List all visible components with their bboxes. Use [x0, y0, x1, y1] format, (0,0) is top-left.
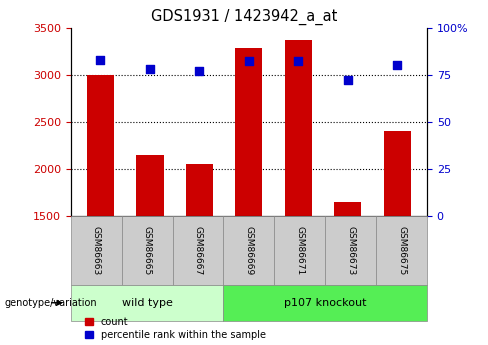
- Bar: [285, 40, 312, 216]
- Text: GSM86671: GSM86671: [295, 226, 305, 275]
- Point: [97, 57, 104, 62]
- Text: wild type: wild type: [122, 298, 173, 308]
- Bar: [384, 131, 411, 216]
- Point: [393, 62, 401, 68]
- Text: GDS1931 / 1423942_a_at: GDS1931 / 1423942_a_at: [151, 9, 337, 25]
- Text: GSM86667: GSM86667: [193, 226, 203, 275]
- Point: [294, 59, 302, 64]
- Point: [344, 78, 352, 83]
- Bar: [334, 201, 362, 216]
- Text: GSM86663: GSM86663: [92, 226, 101, 275]
- Text: GSM86665: GSM86665: [142, 226, 152, 275]
- Text: GSM86669: GSM86669: [244, 226, 253, 275]
- Text: GSM86673: GSM86673: [346, 226, 355, 275]
- Point: [196, 68, 203, 73]
- Bar: [235, 48, 263, 216]
- Text: genotype/variation: genotype/variation: [5, 298, 98, 308]
- Text: GSM86675: GSM86675: [397, 226, 406, 275]
- Bar: [186, 164, 213, 216]
- Bar: [136, 155, 163, 216]
- Text: p107 knockout: p107 knockout: [284, 298, 366, 308]
- Legend: count, percentile rank within the sample: count, percentile rank within the sample: [85, 317, 266, 340]
- Bar: [87, 75, 114, 216]
- Point: [245, 59, 253, 64]
- Point: [146, 66, 154, 72]
